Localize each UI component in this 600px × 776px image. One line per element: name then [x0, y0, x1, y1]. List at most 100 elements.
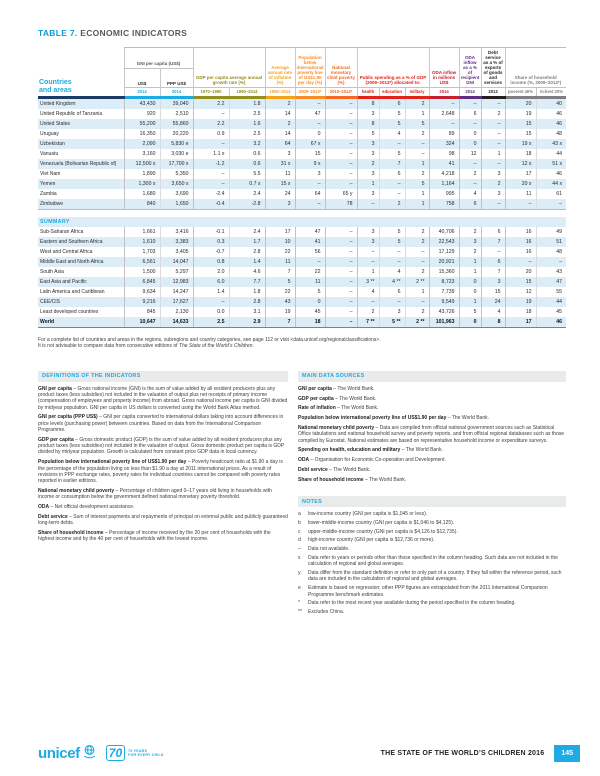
- table-row: Zambia 1,680 3,690 -2.4 2.4 24 64 65 y 3–1 995 4 3 1…: [38, 189, 567, 200]
- data-cell: 2: [404, 266, 430, 277]
- data-cell: –: [324, 296, 358, 307]
- data-cell: 46: [535, 169, 567, 180]
- summary-rows: SUMMARY Sub-Saharan Africa 1,661 3,416 -0.1 2…: [38, 216, 567, 328]
- data-cell: 12: [504, 286, 537, 297]
- column-group-header: Debt service as a % of exports of goods …: [480, 47, 506, 88]
- data-cell: 20 x: [504, 179, 537, 190]
- sources-list: GNI per capita – The World Bank. GDP per …: [298, 386, 566, 483]
- data-cell: 1,164: [428, 179, 460, 190]
- data-cell: 845: [123, 306, 160, 317]
- data-cell: 7 **: [356, 316, 380, 328]
- note-symbol: y: [298, 570, 301, 577]
- data-cell: 2.2: [192, 119, 230, 130]
- table-row: Uruguay 16,350 20,220 0.9 2.5 14 0–5 4 2 89 0–15 48: [38, 129, 567, 140]
- table-row: South Asia 1,500 5,297 2.0 4.6 7 22–1 4 2 15,360 1…: [38, 266, 567, 277]
- data-cell: –: [294, 119, 326, 130]
- column-group-header: ODA inflow in millions US$: [428, 47, 460, 88]
- country-name: Uzbekistan: [40, 141, 65, 148]
- data-cell: 4: [378, 266, 406, 277]
- note-item: a low-income country (GNI per capita is $…: [298, 511, 428, 518]
- data-cell: 20: [504, 97, 537, 110]
- country-name: East Asia and Pacific: [40, 278, 87, 285]
- data-cell: –: [324, 246, 358, 257]
- data-cell: 101,963: [428, 316, 460, 328]
- data-cell: 995: [428, 189, 460, 200]
- note-item: d high-income country (GNI per capita is …: [298, 537, 435, 544]
- data-cell: 0.6: [228, 159, 266, 170]
- data-cell: 14,633: [159, 316, 194, 328]
- data-cell: 1: [356, 179, 380, 190]
- data-cell: 22,543: [428, 236, 460, 247]
- data-cell: –: [480, 129, 506, 140]
- data-cell: 2,510: [159, 109, 194, 120]
- column-year-header: 2014: [123, 86, 160, 100]
- data-cell: 3: [378, 306, 406, 317]
- data-cell: 2 **: [404, 316, 430, 328]
- data-cell: 1: [404, 199, 430, 211]
- note-item: x Data refer to years or periods other th…: [298, 555, 558, 568]
- data-cell: 5: [378, 119, 406, 130]
- data-cell: 7: [264, 316, 296, 328]
- data-cell: 5,350: [159, 169, 194, 180]
- data-cell: 1: [404, 109, 430, 120]
- data-cell: 17: [264, 226, 296, 237]
- column-year-header: military: [404, 86, 430, 100]
- data-cell: 5,297: [159, 266, 194, 277]
- data-cell: 2: [458, 226, 482, 237]
- table-row: Eastern and Southern Africa 1,610 3,383 0.3…: [38, 236, 567, 247]
- data-cell: 3,405: [159, 246, 194, 257]
- country-name: Vanuatu: [40, 151, 59, 158]
- data-cell: –: [378, 139, 406, 150]
- data-cell: –: [458, 179, 482, 190]
- data-cell: 7: [480, 236, 506, 247]
- data-cell: 2.8: [228, 296, 266, 307]
- data-cell: 0.6: [228, 149, 266, 160]
- data-cell: 47: [294, 226, 326, 237]
- data-cell: –: [480, 119, 506, 130]
- data-cell: 18: [294, 316, 326, 328]
- data-cell: 5: [404, 179, 430, 190]
- table-row: CEE/CIS 9,216 17,627–2.8 43 0– – – –9,549 1 24 19 4…: [38, 296, 567, 307]
- definition-item: GNI per capita (PPP US$) – GNI per capit…: [38, 414, 284, 434]
- data-cell: –: [192, 179, 230, 190]
- data-cell: 0: [458, 286, 482, 297]
- table-row: East Asia and Pacific 6,845 12,983 6.0 7.7 5 1…: [38, 276, 567, 287]
- data-cell: –: [480, 199, 506, 211]
- data-cell: 7.7: [228, 276, 266, 287]
- data-cell: 14,047: [159, 256, 194, 267]
- data-cell: 5: [404, 119, 430, 130]
- country-rows: United Kingdom 43,430 39,040 2.2 1.8 2– –8 6 2– –…: [38, 97, 567, 211]
- data-cell: 5: [458, 306, 482, 317]
- data-cell: 2: [404, 169, 430, 180]
- data-cell: 6.0: [192, 276, 230, 287]
- definitions-list: GNI per capita – Gross national income (…: [38, 386, 288, 543]
- data-cell: 12,500 x: [123, 159, 160, 170]
- note-item: c upper-middle-income country (GNI per ca…: [298, 528, 458, 535]
- data-cell: 1: [404, 159, 430, 170]
- data-cell: 9,634: [123, 286, 160, 297]
- countries-header: Countries and areas: [38, 47, 124, 100]
- data-cell: 18: [504, 149, 537, 160]
- data-cell: 1,650: [159, 199, 194, 211]
- data-cell: –: [428, 97, 460, 110]
- data-cell: 2: [458, 169, 482, 180]
- data-cell: 0.3: [192, 236, 230, 247]
- column-year-header: 2013: [480, 86, 506, 100]
- data-cell: 16: [504, 236, 537, 247]
- data-cell: 12: [458, 149, 482, 160]
- data-cell: 6: [378, 286, 406, 297]
- data-cell: 3,160: [123, 149, 160, 160]
- note-symbol: –: [298, 546, 301, 553]
- note-item: b lower-middle-income country (GNI per ca…: [298, 519, 455, 526]
- data-cell: 6: [480, 256, 506, 267]
- data-cell: 65 y: [324, 189, 358, 200]
- data-cell: 15: [504, 129, 537, 140]
- data-cell: 17: [504, 316, 537, 328]
- column-group-header: Share of household income (%, 2009–2013*…: [504, 47, 567, 88]
- data-cell: 64: [294, 189, 326, 200]
- data-cell: –: [324, 306, 358, 317]
- data-cell: 15,360: [428, 266, 460, 277]
- data-cell: –: [324, 226, 358, 237]
- data-cell: –: [324, 179, 358, 190]
